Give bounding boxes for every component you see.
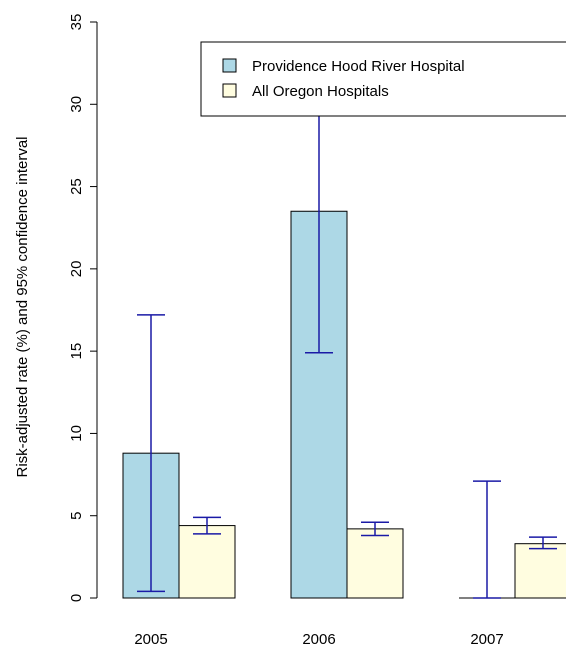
legend-swatch <box>222 58 237 73</box>
y-tick-label: 10 <box>68 425 85 442</box>
error-bar <box>137 314 165 593</box>
error-bar <box>193 516 221 535</box>
x-tick-label: 2006 <box>302 631 335 648</box>
y-tick-label: 15 <box>68 343 85 360</box>
legend: Providence Hood River Hospital All Oregon… <box>200 41 566 117</box>
bars <box>122 210 566 599</box>
error-bar <box>529 536 557 550</box>
y-tick-label: 25 <box>68 178 85 195</box>
y-tick-label: 0 <box>68 594 85 602</box>
x-tick-label: 2005 <box>134 631 167 648</box>
legend-label: Providence Hood River Hospital <box>252 58 465 75</box>
y-axis-title: Risk-adjusted rate (%) and 95% confidenc… <box>14 136 31 477</box>
y-tick-label: 30 <box>68 96 85 113</box>
x-axis-labels: 2005 2006 2007 <box>134 631 503 648</box>
x-tick-label: 2007 <box>470 631 503 648</box>
y-axis: 0 5 10 15 20 25 30 35 <box>68 14 98 602</box>
error-bars <box>137 68 557 599</box>
bar <box>346 528 404 599</box>
legend-box <box>200 41 566 117</box>
bar <box>178 525 236 599</box>
bar <box>514 543 566 599</box>
error-bar <box>473 480 501 599</box>
error-bar <box>361 521 389 537</box>
legend-label: All Oregon Hospitals <box>252 83 389 100</box>
y-tick-label: 35 <box>68 14 85 31</box>
y-tick-label: 20 <box>68 261 85 278</box>
legend-swatch <box>222 83 237 98</box>
y-tick-label: 5 <box>68 512 85 520</box>
